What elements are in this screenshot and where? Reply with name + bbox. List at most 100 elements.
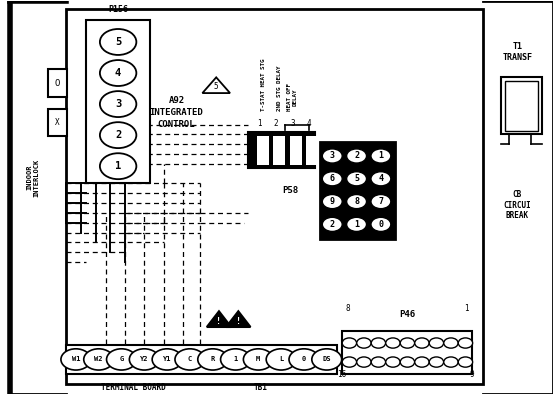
- Text: 2: 2: [115, 130, 121, 140]
- Circle shape: [444, 338, 458, 348]
- Text: INDOOR
INTERLOCK: INDOOR INTERLOCK: [26, 158, 39, 197]
- Text: 0: 0: [378, 220, 383, 229]
- Text: 4: 4: [378, 174, 383, 183]
- Text: 3: 3: [115, 99, 121, 109]
- Circle shape: [152, 349, 182, 370]
- Bar: [501, 77, 542, 134]
- Bar: [48, 70, 67, 97]
- Circle shape: [371, 172, 391, 186]
- Text: TB1: TB1: [254, 383, 268, 392]
- Bar: [48, 109, 67, 136]
- Circle shape: [400, 357, 414, 367]
- Text: 9: 9: [330, 197, 335, 206]
- Circle shape: [369, 147, 393, 165]
- Text: T1
TRANSF: T1 TRANSF: [502, 42, 532, 62]
- Circle shape: [371, 338, 386, 348]
- Text: 8: 8: [354, 197, 359, 206]
- Circle shape: [357, 357, 371, 367]
- Text: TERMINAL BOARD: TERMINAL BOARD: [101, 383, 166, 392]
- Circle shape: [429, 357, 444, 367]
- Circle shape: [369, 193, 393, 210]
- Text: W2: W2: [94, 356, 103, 363]
- Text: 7: 7: [378, 197, 383, 206]
- Circle shape: [322, 194, 342, 209]
- Bar: [86, 21, 150, 184]
- Circle shape: [371, 194, 391, 209]
- Text: 2: 2: [274, 119, 278, 128]
- Circle shape: [345, 170, 369, 188]
- Text: 1: 1: [378, 151, 383, 160]
- Text: 8: 8: [346, 304, 350, 313]
- Bar: [342, 331, 472, 374]
- Circle shape: [342, 338, 357, 348]
- Bar: [66, 345, 337, 374]
- Bar: [320, 142, 394, 239]
- Circle shape: [345, 216, 369, 233]
- Circle shape: [266, 349, 296, 370]
- Text: Y2: Y2: [140, 356, 148, 363]
- Bar: [306, 135, 319, 165]
- Circle shape: [458, 357, 473, 367]
- Text: DS: DS: [322, 356, 331, 363]
- Circle shape: [357, 338, 371, 348]
- Circle shape: [61, 349, 91, 370]
- Text: 5: 5: [115, 37, 121, 47]
- Text: Y1: Y1: [163, 356, 171, 363]
- Text: P46: P46: [399, 310, 415, 319]
- Text: 3: 3: [290, 119, 295, 128]
- Text: !: !: [217, 317, 222, 325]
- Text: CB
CIRCUI
BREAK: CB CIRCUI BREAK: [504, 190, 531, 220]
- Text: X: X: [55, 118, 60, 127]
- Text: W1: W1: [71, 356, 80, 363]
- Circle shape: [347, 194, 367, 209]
- Text: 16: 16: [337, 370, 347, 379]
- Polygon shape: [226, 311, 250, 327]
- Polygon shape: [202, 77, 230, 93]
- Text: P58: P58: [282, 186, 298, 195]
- Circle shape: [415, 357, 429, 367]
- Circle shape: [322, 217, 342, 231]
- Text: 1: 1: [115, 161, 121, 171]
- Circle shape: [371, 149, 391, 163]
- Text: 2: 2: [354, 151, 359, 160]
- Text: L: L: [279, 356, 283, 363]
- Circle shape: [100, 91, 136, 117]
- Text: G: G: [119, 356, 124, 363]
- Bar: [505, 81, 538, 131]
- Circle shape: [386, 338, 400, 348]
- Text: R: R: [211, 356, 215, 363]
- Circle shape: [198, 349, 228, 370]
- Text: 4: 4: [307, 119, 311, 128]
- Bar: [66, 9, 483, 384]
- Text: P156: P156: [108, 6, 128, 15]
- Bar: [290, 135, 302, 165]
- Circle shape: [369, 216, 393, 233]
- Polygon shape: [207, 311, 231, 327]
- Circle shape: [320, 216, 345, 233]
- Circle shape: [347, 172, 367, 186]
- Text: 1: 1: [354, 220, 359, 229]
- Circle shape: [386, 357, 400, 367]
- Circle shape: [100, 122, 136, 148]
- Circle shape: [458, 338, 473, 348]
- Circle shape: [429, 338, 444, 348]
- Text: A92
INTEGRATED
CONTROL: A92 INTEGRATED CONTROL: [150, 96, 203, 129]
- Bar: [257, 135, 269, 165]
- Circle shape: [415, 338, 429, 348]
- Circle shape: [106, 349, 136, 370]
- Text: !: !: [236, 317, 241, 325]
- Text: 2ND STG DELAY: 2ND STG DELAY: [277, 65, 283, 111]
- Text: T-STAT HEAT STG: T-STAT HEAT STG: [261, 58, 266, 111]
- Circle shape: [347, 217, 367, 231]
- Text: 5: 5: [354, 174, 359, 183]
- Circle shape: [84, 349, 114, 370]
- Circle shape: [312, 349, 342, 370]
- Text: C: C: [188, 356, 192, 363]
- Text: HEAT OFF
DELAY: HEAT OFF DELAY: [286, 83, 297, 111]
- Text: O: O: [55, 79, 60, 88]
- Circle shape: [400, 338, 414, 348]
- Circle shape: [220, 349, 250, 370]
- Text: 9: 9: [470, 370, 474, 379]
- Circle shape: [345, 147, 369, 165]
- Text: 1: 1: [257, 119, 261, 128]
